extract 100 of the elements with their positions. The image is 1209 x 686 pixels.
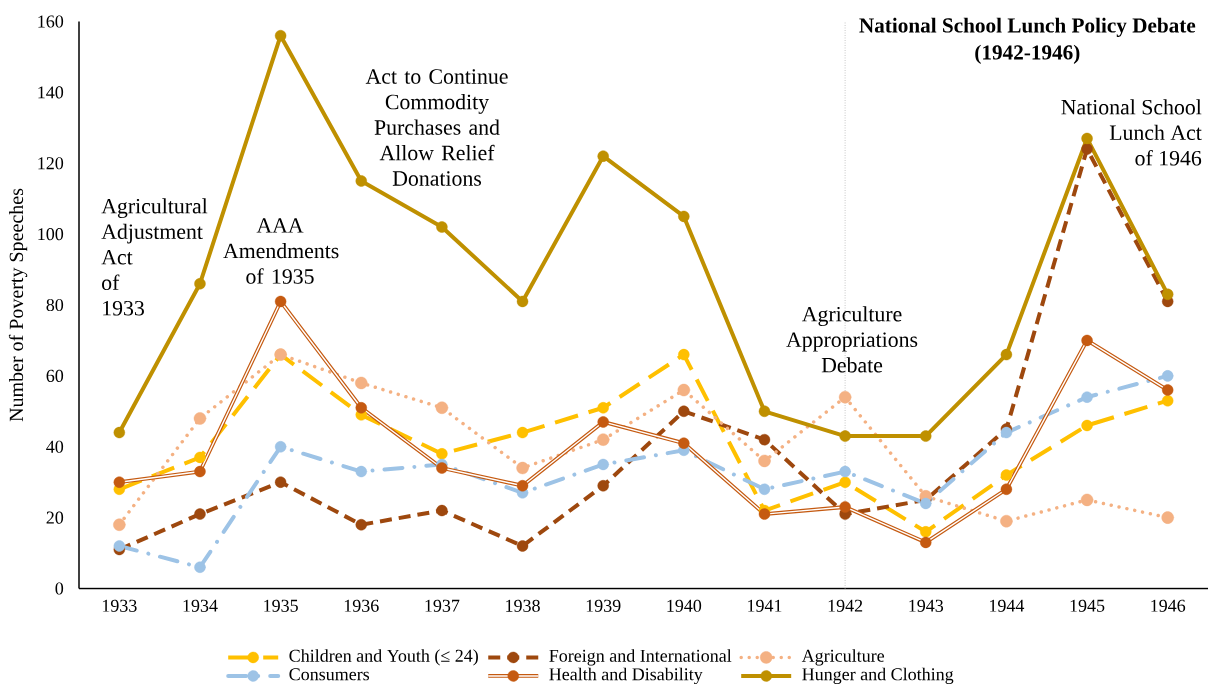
point: [597, 150, 609, 162]
point: [597, 458, 609, 471]
legend-label: Children and Youth (≤ 24): [289, 649, 478, 666]
annotation: AAA Amendments of 1935: [223, 218, 339, 284]
point: [1161, 511, 1174, 524]
legend-label: Hunger and Clothing: [802, 667, 954, 685]
x-tick-label: 1934: [183, 599, 218, 612]
point: [677, 383, 691, 397]
point: [678, 210, 690, 223]
point: [678, 405, 690, 418]
point: [355, 402, 367, 414]
ref-line-label: National School Lunch Policy Debate (1942-1946): [859, 17, 1196, 64]
point: [113, 426, 126, 439]
point: [516, 426, 529, 439]
point: [839, 430, 851, 442]
legend-label: Health and Disability: [549, 667, 703, 685]
point: [1161, 394, 1174, 407]
x-tick-label: 1942: [828, 599, 863, 612]
point: [1161, 370, 1174, 382]
point: [1081, 143, 1093, 155]
y-tick-label: 0: [55, 582, 64, 595]
point: [516, 295, 529, 308]
point: [355, 175, 367, 187]
point: [516, 480, 529, 492]
annotation: Agricultural Adjustment Act of 1933: [101, 198, 208, 316]
point: [758, 433, 771, 446]
point: [1161, 384, 1174, 396]
point: [1081, 391, 1093, 403]
point: [758, 405, 771, 418]
y-tick-label: 40: [46, 440, 64, 453]
x-tick-label: 1945: [1070, 599, 1105, 612]
x-tick-label: 1946: [1151, 599, 1186, 612]
y-tick-label: 20: [46, 511, 64, 524]
point: [355, 465, 367, 478]
point: [920, 526, 932, 538]
point: [758, 483, 771, 495]
x-tick-label: 1939: [586, 599, 621, 612]
annotation: Act to Continue Commodity Purchases and Allow Relief Donations: [365, 69, 508, 186]
x-tick-label: 1938: [506, 599, 540, 612]
point: [1081, 132, 1093, 145]
point: [194, 465, 206, 478]
point: [194, 508, 206, 520]
point: [194, 278, 206, 290]
point: [758, 454, 771, 468]
legend-label: Consumers: [289, 668, 370, 681]
point: [193, 412, 207, 425]
y-axis-title: Number of Poverty Speeches: [8, 188, 28, 422]
legend-label: Foreign and International: [549, 649, 732, 666]
point: [274, 476, 287, 488]
y-tick-label: 80: [46, 298, 64, 312]
point: [1080, 493, 1094, 507]
x-tick-label: 1941: [748, 599, 782, 612]
point: [194, 561, 206, 573]
y-tick-label: 60: [46, 369, 64, 382]
point: [597, 480, 609, 492]
point: [920, 536, 932, 549]
point: [839, 476, 851, 488]
point: [758, 508, 771, 520]
point: [436, 504, 448, 517]
x-tick-label: 1933: [102, 599, 137, 612]
point: [839, 465, 851, 478]
point: [1161, 288, 1174, 301]
point: [355, 376, 368, 390]
x-tick-label: 1935: [264, 599, 298, 612]
point: [678, 437, 690, 449]
y-tick-label: 160: [38, 15, 64, 28]
y-tick-label: 140: [38, 86, 64, 99]
point: [113, 476, 126, 488]
annotation: Agriculture Appropriations Debate: [786, 306, 918, 373]
point: [113, 540, 126, 552]
annotation: National School Lunch Act of 1946: [1061, 99, 1202, 166]
point: [436, 448, 448, 460]
point: [516, 461, 529, 475]
point: [274, 295, 287, 308]
point: [920, 497, 932, 510]
point: [274, 441, 287, 453]
point: [194, 451, 206, 464]
x-tick-label: 1940: [667, 599, 702, 612]
point: [597, 402, 609, 414]
x-tick-label: 1943: [909, 599, 944, 612]
point: [597, 416, 609, 428]
point: [1081, 334, 1093, 347]
point: [1000, 348, 1013, 361]
y-tick-label: 100: [38, 228, 64, 241]
point: [839, 501, 851, 513]
point: [920, 430, 932, 442]
x-tick-label: 1937: [425, 599, 460, 612]
point: [1000, 483, 1013, 495]
point: [596, 433, 610, 446]
x-tick-label: 1944: [989, 599, 1025, 612]
point: [436, 221, 448, 233]
x-tick-label: 1936: [344, 599, 379, 612]
point: [1000, 469, 1013, 481]
point: [516, 540, 529, 552]
point: [355, 519, 367, 531]
point: [435, 401, 449, 414]
point: [1000, 426, 1013, 439]
y-tick-label: 120: [38, 157, 64, 170]
point: [436, 462, 448, 474]
point: [1081, 419, 1093, 432]
